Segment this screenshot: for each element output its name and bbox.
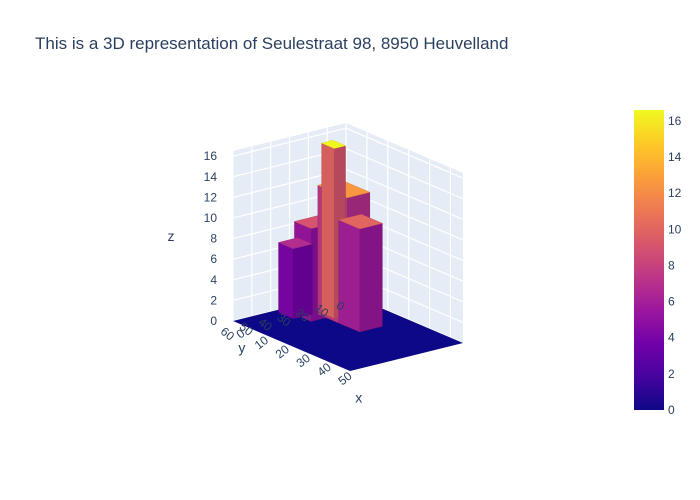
x-tick-label: 50 xyxy=(335,369,354,388)
colorbar-tick-label: 10 xyxy=(668,222,682,236)
colorbar-tick-label: 6 xyxy=(668,295,675,309)
y-axis-title: y xyxy=(238,339,245,355)
z-tick-label: 2 xyxy=(210,293,217,307)
z-axis-title: z xyxy=(168,228,175,244)
z-tick-label: 6 xyxy=(210,252,217,266)
axis-labels: x y z xyxy=(168,228,363,406)
gridline-z-xz xyxy=(345,168,464,220)
surface xyxy=(233,140,463,371)
colorbar-tick-label: 8 xyxy=(668,258,675,272)
x-axis-title: x xyxy=(355,390,362,406)
z-tick-label: 4 xyxy=(210,273,217,287)
z-tick-label: 12 xyxy=(204,190,218,204)
surface-top-left-roof-low xyxy=(277,237,313,249)
surface-wall-right-block xyxy=(338,219,360,333)
z-tick-label: 10 xyxy=(204,211,218,225)
surface-wall-right-block xyxy=(359,222,383,333)
z-tick-label: 8 xyxy=(210,232,217,246)
colorbar: 0 2 4 6 8 10 12 14 16 xyxy=(634,110,682,417)
surface-top-right-block xyxy=(338,214,384,230)
surface-wall-tower xyxy=(321,142,335,319)
gridline-z-xz xyxy=(345,127,464,179)
surface-top-tower xyxy=(320,140,347,149)
colorbar-tick-label: 12 xyxy=(668,186,682,200)
chart-title: This is a 3D representation of Seulestra… xyxy=(35,34,509,53)
colorbar-tick-label: 0 xyxy=(668,403,675,417)
colorbar-gradient xyxy=(634,110,664,410)
z-tick-label: 14 xyxy=(204,170,218,184)
surface-wall-left-roof-low xyxy=(278,242,294,320)
colorbar-tick-label: 14 xyxy=(668,150,682,164)
gridline-z-xz xyxy=(345,148,464,200)
z-tick-label: 16 xyxy=(204,149,218,163)
colorbar-tick-label: 4 xyxy=(668,331,675,345)
colorbar-tick-label: 16 xyxy=(668,114,682,128)
y-tick-label: 60 xyxy=(218,324,237,343)
colorbar-tick-label: 2 xyxy=(668,367,675,381)
gridline-z-yz xyxy=(232,127,347,157)
z-tick-label: 0 xyxy=(210,314,217,328)
